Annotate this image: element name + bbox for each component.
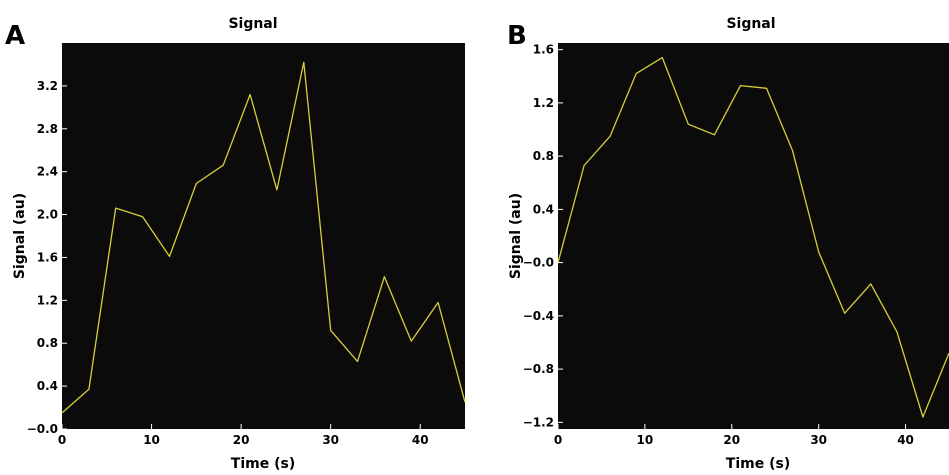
x-tick-label: 10	[637, 433, 654, 447]
chart-title-a: Signal	[228, 16, 277, 32]
series-lines-a	[61, 61, 466, 414]
x-axis-label-a: Time (s)	[231, 456, 295, 472]
y-tick-label: −0.0	[27, 422, 58, 436]
x-tick-label: 30	[322, 433, 339, 447]
chart-title-b: Signal	[726, 16, 775, 32]
y-axis-label-a: Signal (au)	[12, 193, 28, 279]
x-axis-label-b: Time (s)	[726, 456, 790, 472]
y-ticks-a: −0.0 0.4 0.8 1.2 1.6 2.0 2.4 2.8 3.2	[27, 79, 67, 436]
x-ticks-b: 0 10 20 30 40	[554, 424, 914, 447]
y-tick-label: 0.4	[37, 379, 58, 393]
x-tick-label: 20	[233, 433, 250, 447]
y-tick-label: −0.4	[523, 309, 554, 323]
y-tick-label: 2.8	[37, 122, 58, 136]
y-tick-label: 1.2	[533, 96, 554, 110]
x-tick-label: 10	[143, 433, 160, 447]
y-tick-label: 2.0	[37, 208, 58, 222]
x-tick-label: 20	[723, 433, 740, 447]
y-tick-label: 1.6	[533, 43, 554, 57]
y-tick-label: 1.6	[37, 250, 58, 264]
series-lines-b	[557, 56, 949, 418]
y-tick-label: −1.2	[523, 415, 554, 429]
y-tick-label: 3.2	[37, 79, 58, 93]
y-tick-label: 0.8	[37, 336, 58, 350]
y-tick-label: 1.2	[37, 293, 58, 307]
x-tick-label: 30	[810, 433, 827, 447]
y-tick-label: 0.4	[533, 202, 554, 216]
plot-area-b	[558, 43, 949, 429]
y-axis-label-b: Signal (au)	[508, 193, 524, 279]
y-ticks-b: −1.2 −0.8 −0.4 −0.0 0.4 0.8 1.2 1.6	[523, 43, 563, 429]
x-tick-label: 0	[554, 433, 562, 447]
y-tick-label: 0.8	[533, 149, 554, 163]
panel-b: B Signal 0 10 20 30 40 −1.2 −0.8 −0.4 −0.0 0.4 0.…	[507, 16, 949, 472]
x-ticks-a: 0 10 20 30 40	[58, 424, 429, 447]
x-tick-label: 0	[58, 433, 66, 447]
y-tick-label: 2.4	[37, 165, 58, 179]
x-tick-label: 40	[897, 433, 914, 447]
series-line-b-1	[557, 56, 949, 418]
y-tick-label: −0.0	[523, 256, 554, 270]
series-line-a-1	[61, 61, 466, 414]
x-tick-label: 40	[412, 433, 429, 447]
panel-a: A Signal 0 10 20 30 40 −0.0 0.4 0.8 1.2 1.6 2.0 2.…	[5, 16, 466, 472]
panel-letter-a: A	[5, 21, 25, 51]
plot-area-a	[62, 43, 465, 429]
panel-letter-b: B	[507, 21, 527, 51]
y-tick-label: −0.8	[523, 362, 554, 376]
